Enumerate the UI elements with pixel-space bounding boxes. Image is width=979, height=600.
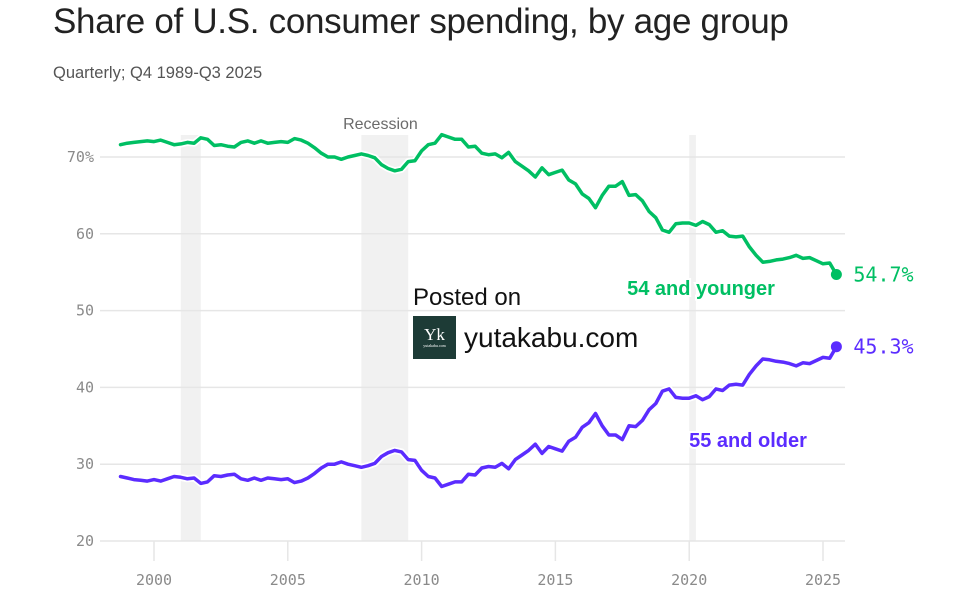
series-end-label: 54.7% bbox=[853, 263, 913, 287]
y-tick-label: 40 bbox=[76, 378, 94, 396]
series-name-label: 54 and younger bbox=[627, 278, 775, 300]
recession-bands: Recession bbox=[180, 116, 696, 541]
y-tick-label: 20 bbox=[76, 532, 94, 550]
series-end-point bbox=[830, 341, 842, 353]
x-tick-label: 2025 bbox=[805, 571, 841, 589]
watermark-posted-label: Posted on bbox=[413, 284, 522, 311]
chart-title: Share of U.S. consumer spending, by age … bbox=[53, 2, 789, 41]
y-tick-label: 50 bbox=[76, 302, 94, 320]
site-logo-icon: Yk yutakabu.com bbox=[413, 316, 456, 359]
x-tick-label: 2015 bbox=[537, 571, 573, 589]
x-tick-label: 2000 bbox=[136, 571, 172, 589]
series-line-older bbox=[118, 344, 839, 489]
logo-letter: Yk bbox=[424, 325, 445, 344]
watermark-site[interactable]: yutakabu.com bbox=[464, 321, 639, 353]
x-tick-label: 2010 bbox=[404, 571, 440, 589]
chart-subtitle: Quarterly; Q4 1989-Q3 2025 bbox=[53, 64, 263, 82]
x-tick-label: 2020 bbox=[671, 571, 707, 589]
series-name-label: 55 and older bbox=[689, 430, 807, 452]
recession-band bbox=[180, 135, 201, 541]
y-axis: 70% 60 50 40 30 20 bbox=[67, 148, 94, 550]
series-lines bbox=[117, 131, 842, 490]
series-end-point bbox=[830, 269, 842, 281]
y-tick-label: 70% bbox=[67, 148, 94, 166]
watermark: Posted on Yk yutakabu.com yutakabu.com bbox=[413, 284, 638, 359]
logo-small-text: yutakabu.com bbox=[423, 343, 446, 348]
recession-label: Recession bbox=[343, 116, 418, 133]
series-line-halo bbox=[117, 131, 840, 278]
watermark-site-row: Yk yutakabu.com yutakabu.com bbox=[413, 316, 638, 359]
recession-band bbox=[689, 135, 696, 541]
recession-band bbox=[361, 135, 409, 541]
series-labels: 54.7% 54 and younger 45.3% 55 and older bbox=[625, 263, 914, 454]
x-tick-label: 2005 bbox=[270, 571, 306, 589]
y-tick-label: 30 bbox=[76, 455, 94, 473]
x-axis: 2000 2005 2010 2015 2020 2025 bbox=[136, 541, 841, 589]
series-line-younger bbox=[118, 132, 839, 277]
series-end-label: 45.3% bbox=[853, 335, 913, 359]
y-tick-label: 60 bbox=[76, 225, 94, 243]
series-line-halo bbox=[117, 343, 840, 490]
